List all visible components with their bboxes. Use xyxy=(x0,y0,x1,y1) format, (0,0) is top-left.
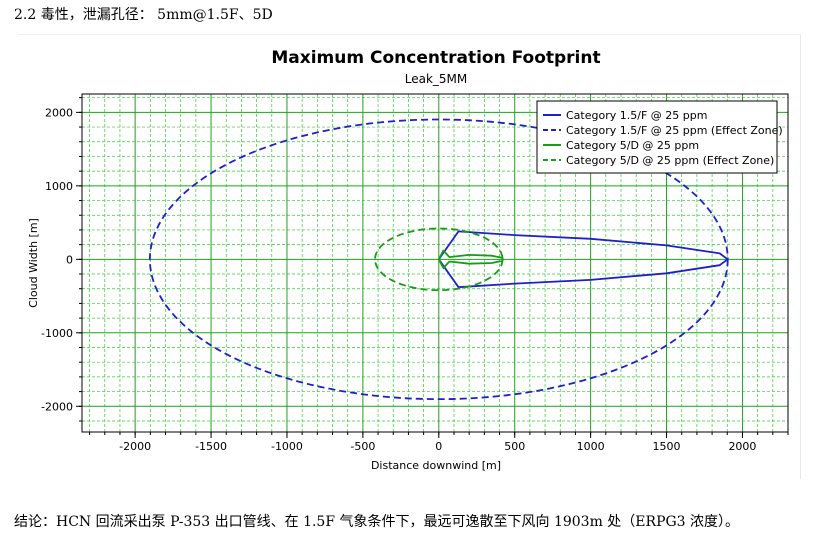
y-tick-label: -1000 xyxy=(41,327,73,340)
y-tick-label: 0 xyxy=(66,253,73,266)
y-tick-label: 2000 xyxy=(45,106,73,119)
legend-label-3: Category 5/D @ 25 ppm xyxy=(566,139,699,152)
document-heading: 2.2 毒性，泄漏孔径： 5mm@1.5F、5D xyxy=(14,7,273,23)
legend-box xyxy=(536,100,778,174)
x-tick-label: 1500 xyxy=(653,440,681,453)
footprint-chart: Maximum Concentration Footprint Leak_5MM… xyxy=(27,48,789,472)
series-line-4 xyxy=(374,227,504,292)
conclusion-text: 结论：HCN 回流采出泵 P-353 出口管线、在 1.5F 气象条件下，最远可… xyxy=(14,514,740,530)
x-tick-label: -1000 xyxy=(271,440,303,453)
x-axis-label: Distance downwind [m] xyxy=(371,459,501,472)
x-tick-label: -500 xyxy=(350,440,375,453)
x-tick-label: 500 xyxy=(504,440,525,453)
chart-subtitle: Leak_5MM xyxy=(405,72,468,86)
legend-label-1: Category 1.5/F @ 25 ppm xyxy=(566,109,707,122)
x-tick-label: 2000 xyxy=(728,440,756,453)
x-tick-label: 0 xyxy=(435,440,442,453)
legend: Category 1.5/F @ 25 ppm Category 1.5/F @ … xyxy=(536,100,783,174)
plot-frame xyxy=(81,93,789,433)
x-tick-label: -1500 xyxy=(195,440,227,453)
y-tick-label: -2000 xyxy=(41,400,73,413)
y-axis-label: Cloud Width [m] xyxy=(27,218,40,308)
chart-panel: Maximum Concentration Footprint Leak_5MM… xyxy=(18,34,801,479)
legend-label-4: Category 5/D @ 25 ppm (Effect Zone) xyxy=(566,154,774,167)
y-tick-label: 1000 xyxy=(45,180,73,193)
x-tick-label: 1000 xyxy=(577,440,605,453)
series-line-2 xyxy=(148,118,729,401)
chart-title: Maximum Concentration Footprint xyxy=(271,48,600,68)
x-tick-label: -2000 xyxy=(119,440,151,453)
legend-label-2: Category 1.5/F @ 25 ppm (Effect Zone) xyxy=(566,124,783,137)
